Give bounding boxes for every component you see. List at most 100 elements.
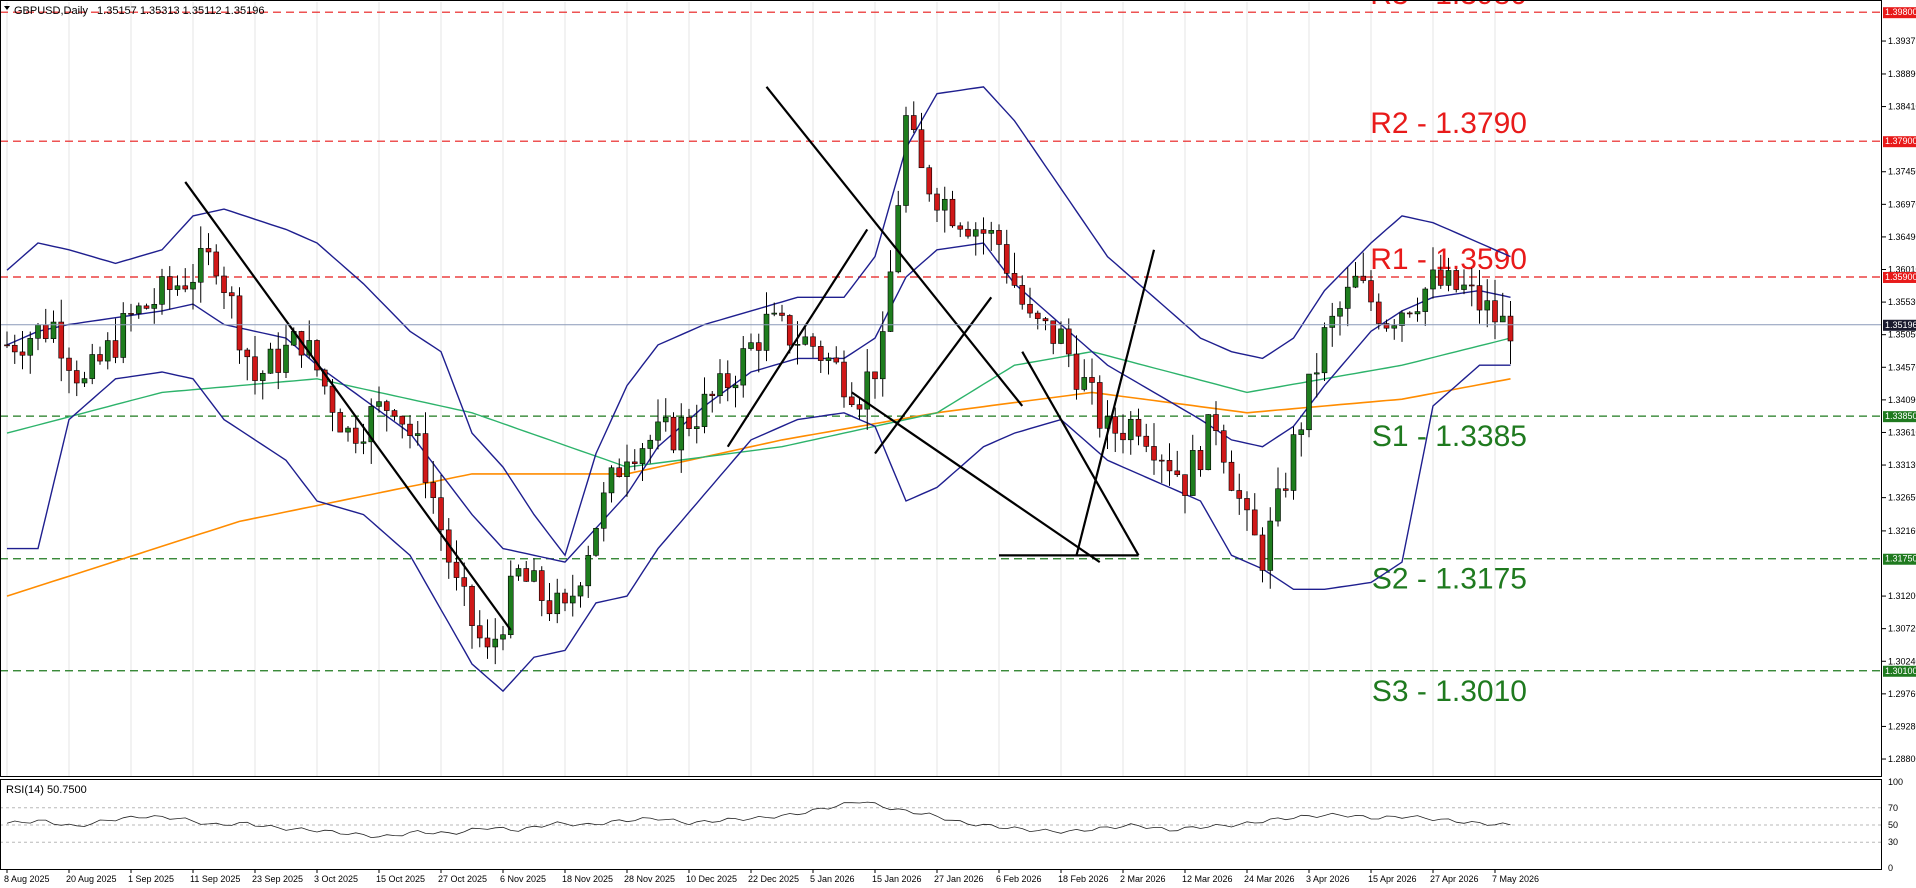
candle-body — [1383, 323, 1390, 329]
price-tick-label: 1.38410 — [1888, 102, 1916, 112]
candle-body — [438, 497, 444, 531]
candle-body — [810, 336, 816, 347]
candle-body — [1437, 269, 1444, 286]
candle-body — [1267, 520, 1274, 571]
level-badge-s3 — [1883, 665, 1916, 677]
candle-body — [1368, 280, 1374, 303]
trendline — [874, 296, 993, 455]
price-tick-label: 1.36970 — [1888, 199, 1916, 209]
level-badge-s2 — [1883, 553, 1916, 565]
candle-body — [856, 404, 863, 410]
candle-body — [910, 115, 917, 130]
current-price-badge-text: 1.35196 — [1885, 320, 1916, 330]
time-tick-label: 3 Apr 2026 — [1306, 874, 1350, 884]
candle-body — [1476, 285, 1483, 311]
candle-body — [1058, 328, 1064, 344]
candle-body — [430, 482, 437, 498]
candle-body — [786, 315, 793, 346]
candle-body — [461, 577, 468, 587]
candle-body — [569, 595, 576, 604]
level-badge-r1 — [1883, 271, 1916, 283]
candle-body — [957, 225, 964, 230]
candle-body — [926, 167, 933, 195]
candle-body — [732, 384, 739, 389]
time-tick-label: 24 Mar 2026 — [1244, 874, 1295, 884]
candle-body — [42, 324, 49, 339]
menu-arrow-icon[interactable] — [4, 6, 10, 10]
time-tick-label: 15 Jan 2026 — [872, 874, 922, 884]
price-tick-label: 1.34570 — [1888, 362, 1916, 372]
price-tick-label: 1.30720 — [1888, 624, 1916, 634]
candle-body — [655, 421, 661, 441]
price-tick-label: 1.33610 — [1888, 427, 1916, 437]
candle-body — [1414, 311, 1421, 315]
candle-body — [864, 371, 871, 410]
candle-body — [135, 305, 142, 314]
candle-body — [1174, 470, 1181, 475]
trendline — [726, 228, 869, 448]
candle-body — [1042, 318, 1049, 322]
candle-body — [1182, 474, 1188, 496]
candle-body — [1151, 446, 1157, 461]
candle-body — [1492, 300, 1498, 323]
trendline — [1021, 351, 1140, 556]
candle-body — [345, 427, 351, 433]
candle-body — [608, 467, 615, 494]
candle-body — [391, 410, 398, 417]
time-axis: 8 Aug 2025 20 Aug 2025 1 Sep 2025 11 Sep 20… — [4, 869, 1539, 884]
level-badge-text-r1: 1.35900 — [1885, 272, 1916, 282]
candlesticks — [4, 101, 1514, 665]
time-tick-label: 18 Feb 2026 — [1058, 874, 1109, 884]
candle-body — [1120, 432, 1126, 441]
candle-body — [1220, 430, 1227, 463]
price-axis: 1.39375 1.38890 1.38410 1.37450 1.36970 1.364… — [1882, 7, 1916, 764]
candle-body — [1282, 488, 1289, 491]
candle-body — [1453, 270, 1460, 290]
level-badge-r2 — [1883, 136, 1916, 148]
candle-body — [879, 331, 886, 380]
candle-body — [1166, 460, 1173, 472]
candle-body — [407, 423, 413, 436]
candle-body — [66, 357, 72, 371]
candle-body — [988, 230, 995, 234]
candle-body — [275, 348, 282, 373]
svg-text:GBPUSD,Daily 1.35157 1.35313 1: GBPUSD,Daily 1.35157 1.35313 1.35112 1.3… — [14, 5, 264, 17]
rsi-level-label: 0 — [1888, 863, 1893, 873]
candle-body — [1158, 459, 1165, 462]
rsi-label: RSI(14) 50.7500 — [6, 784, 87, 796]
trendline — [184, 181, 512, 631]
candle-body — [546, 600, 553, 615]
candle-body — [368, 406, 375, 443]
level-badge-text-r3: 1.39800 — [1885, 7, 1916, 17]
candle-body — [538, 570, 545, 601]
candle-body — [1484, 300, 1491, 311]
candle-body — [755, 342, 762, 351]
level-label-s1: S1 - 1.3385 — [1372, 420, 1527, 453]
candle-body — [329, 385, 336, 413]
chart-grid — [6, 2, 1496, 776]
price-tick-label: 1.38890 — [1888, 69, 1916, 79]
candle-body — [360, 441, 367, 444]
level-label-s3: S3 - 1.3010 — [1372, 675, 1527, 708]
candle-body — [484, 637, 491, 648]
candle-body — [1399, 312, 1405, 326]
candle-body — [709, 393, 716, 397]
moving-average-green — [6, 337, 1511, 468]
candle-body — [1337, 308, 1343, 317]
candle-body — [585, 555, 592, 587]
level-badge-text-s2: 1.31750 — [1885, 554, 1916, 564]
level-label-r2: R2 - 1.3790 — [1370, 107, 1527, 140]
time-tick-label: 10 Dec 2025 — [686, 874, 737, 884]
time-tick-label: 27 Oct 2025 — [438, 874, 487, 884]
candle-body — [647, 439, 654, 449]
time-tick-label: 15 Apr 2026 — [1368, 874, 1417, 884]
candle-body — [1275, 488, 1281, 522]
rsi-level-label: 30 — [1888, 837, 1898, 847]
candle-body — [97, 354, 103, 362]
candle-body — [1143, 435, 1150, 447]
level-badge-text-s1: 1.33850 — [1885, 411, 1916, 421]
level-badge-text-r2: 1.37900 — [1885, 136, 1916, 146]
candle-body — [1011, 273, 1018, 286]
candle-body — [1290, 434, 1297, 491]
